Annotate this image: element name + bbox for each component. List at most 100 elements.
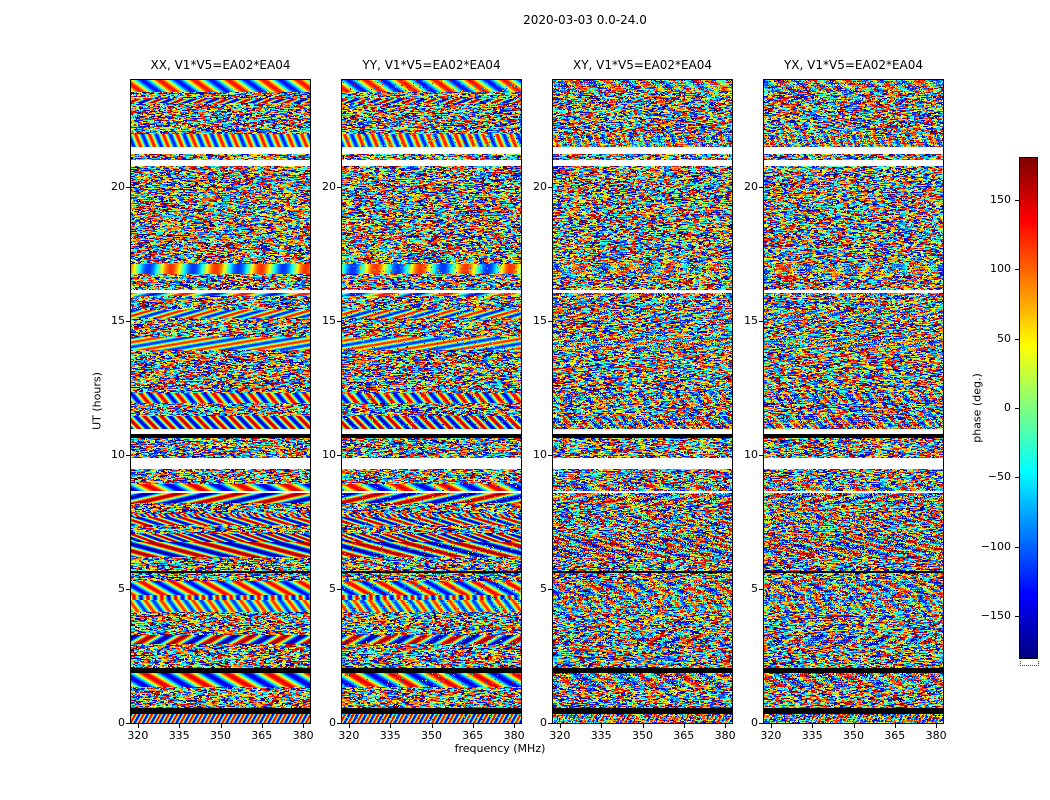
y-tick-label: 10 xyxy=(533,448,547,462)
x-tick-label: 380 xyxy=(925,729,947,742)
y-tick-mark xyxy=(759,187,763,189)
y-tick-mark xyxy=(548,321,552,323)
y-tick-label: 20 xyxy=(111,180,125,194)
x-tick-label: 350 xyxy=(843,729,864,742)
y-tick-label: 15 xyxy=(744,314,758,328)
colorbar-tick-label: 0 xyxy=(1004,401,1011,414)
y-tick-label: 5 xyxy=(540,582,547,596)
x-tick-mark xyxy=(431,724,433,728)
panel-XY: XY, V1*V5=EA02*EA04 xyxy=(552,0,733,800)
x-tick-mark xyxy=(812,724,814,728)
colorbar-tick-mark xyxy=(1015,546,1019,548)
x-tick-mark xyxy=(853,724,855,728)
y-tick-mark xyxy=(126,589,130,591)
x-tick-label: 335 xyxy=(168,729,190,742)
x-tick-label: 365 xyxy=(462,729,484,742)
y-tick-label: 10 xyxy=(744,448,758,462)
x-tick-mark xyxy=(390,724,392,728)
x-tick-mark xyxy=(303,724,305,728)
x-tick-label: 335 xyxy=(379,729,401,742)
x-tick-label: 380 xyxy=(292,729,314,742)
phase-heatmap-YX xyxy=(763,79,944,724)
x-tick-mark xyxy=(261,724,263,728)
x-tick-label: 320 xyxy=(127,729,149,742)
y-tick-mark xyxy=(126,321,130,323)
x-tick-label: 320 xyxy=(338,729,360,742)
phase-heatmap-XY xyxy=(552,79,733,724)
x-tick-mark xyxy=(472,724,474,728)
panel-YY: YY, V1*V5=EA02*EA04 xyxy=(341,0,522,800)
y-tick-mark xyxy=(759,723,763,724)
y-tick-mark xyxy=(126,723,130,724)
y-tick-label: 5 xyxy=(751,582,758,596)
panel-XX: XX, V1*V5=EA02*EA04 xyxy=(130,0,311,800)
y-tick-label: 20 xyxy=(533,180,547,194)
panel-title-YY: YY, V1*V5=EA02*EA04 xyxy=(362,58,501,72)
x-tick-mark xyxy=(725,724,727,728)
y-tick-mark xyxy=(759,321,763,323)
y-tick-mark xyxy=(759,455,763,457)
y-tick-label: 20 xyxy=(744,180,758,194)
x-tick-label: 380 xyxy=(714,729,736,742)
y-tick-mark xyxy=(548,455,552,457)
colorbar-gradient xyxy=(1019,157,1038,659)
y-tick-mark xyxy=(548,723,552,724)
colorbar-tick-mark xyxy=(1015,199,1019,201)
x-tick-label: 365 xyxy=(251,729,273,742)
x-tick-mark xyxy=(642,724,644,728)
y-tick-mark xyxy=(548,187,552,189)
y-tick-mark xyxy=(337,723,341,724)
x-tick-label: 350 xyxy=(632,729,653,742)
colorbar-tick-label: −50 xyxy=(987,470,1011,484)
colorbar-tick-mark xyxy=(1015,616,1019,618)
phase-heatmap-YY xyxy=(341,79,522,724)
x-tick-mark xyxy=(137,724,139,728)
x-tick-label: 380 xyxy=(503,729,525,742)
y-tick-mark xyxy=(759,589,763,591)
x-tick-mark xyxy=(936,724,938,728)
colorbar-extend-marker xyxy=(1020,661,1039,666)
y-tick-mark xyxy=(548,589,552,591)
x-tick-mark xyxy=(601,724,603,728)
x-tick-label: 365 xyxy=(884,729,906,742)
x-tick-mark xyxy=(559,724,561,728)
x-tick-mark xyxy=(348,724,350,728)
x-tick-mark xyxy=(514,724,516,728)
colorbar-tick-label: 100 xyxy=(990,262,1011,276)
colorbar-tick-label: 150 xyxy=(990,192,1011,206)
y-tick-label: 10 xyxy=(322,448,336,462)
y-tick-mark xyxy=(337,187,341,189)
x-tick-mark xyxy=(683,724,685,728)
phase-heatmap-XX xyxy=(130,79,311,724)
y-tick-label: 15 xyxy=(111,314,125,328)
panel-title-XX: XX, V1*V5=EA02*EA04 xyxy=(150,58,291,72)
x-tick-label: 320 xyxy=(549,729,571,742)
colorbar-tick-label: 50 xyxy=(997,331,1011,345)
y-tick-label: 15 xyxy=(533,314,547,328)
y-tick-label: 15 xyxy=(322,314,336,328)
y-tick-label: 10 xyxy=(111,448,125,462)
x-tick-mark xyxy=(894,724,896,728)
panel-title-YX: YX, V1*V5=EA02*EA04 xyxy=(783,58,924,72)
x-tick-label: 320 xyxy=(760,729,782,742)
y-tick-mark xyxy=(126,187,130,189)
x-tick-label: 335 xyxy=(590,729,612,742)
y-tick-label: 0 xyxy=(540,716,547,729)
x-tick-mark xyxy=(179,724,181,728)
x-tick-label: 365 xyxy=(673,729,695,742)
x-tick-mark xyxy=(220,724,222,728)
x-tick-mark xyxy=(770,724,772,728)
x-tick-label: 350 xyxy=(421,729,442,742)
y-tick-label: 0 xyxy=(751,716,758,729)
colorbar-tick-mark xyxy=(1015,408,1019,409)
colorbar-tick-label: −100 xyxy=(980,539,1011,553)
panel-YX: YX, V1*V5=EA02*EA04 xyxy=(763,0,944,800)
panel-title-XY: XY, V1*V5=EA02*EA04 xyxy=(572,58,713,72)
colorbar-tick-label: −150 xyxy=(980,609,1011,623)
y-tick-mark xyxy=(337,321,341,323)
y-tick-label: 5 xyxy=(329,582,336,596)
y-tick-label: 5 xyxy=(118,582,125,596)
y-tick-label: 0 xyxy=(118,716,125,729)
x-tick-label: 350 xyxy=(210,729,231,742)
